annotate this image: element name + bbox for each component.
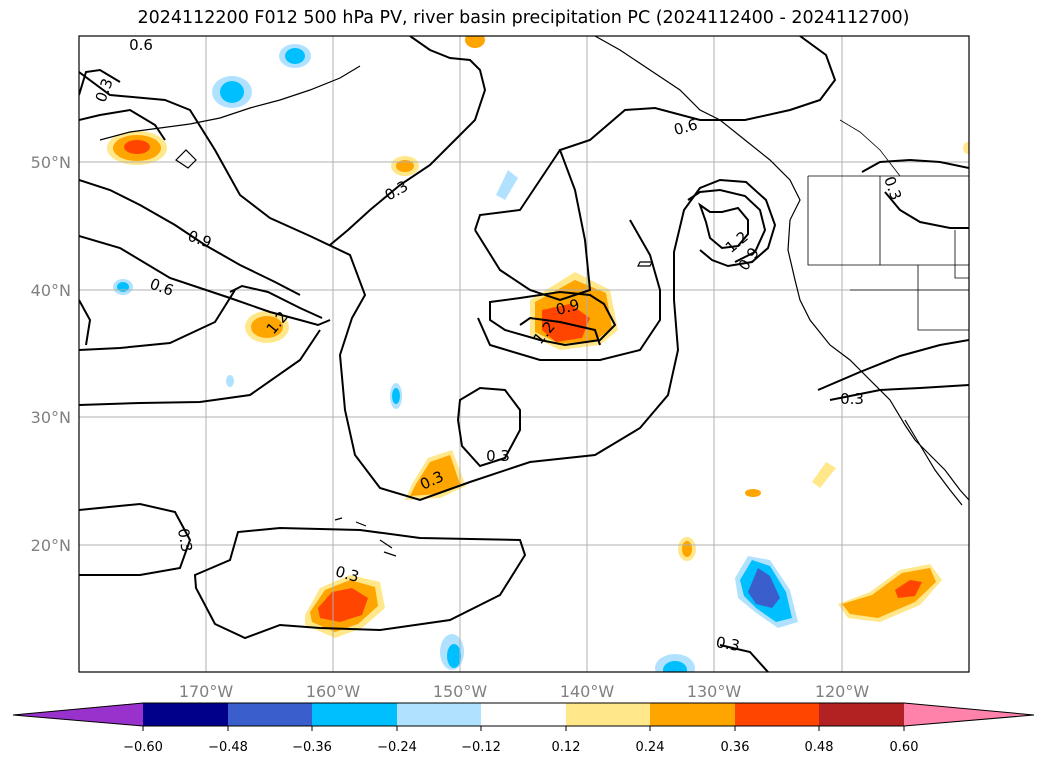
colorbar-tick-label: −0.48 <box>208 740 248 755</box>
lon-label-130w: 130°W <box>687 682 742 701</box>
colorbar-segment <box>650 703 735 726</box>
lon-label-160w: 160°W <box>306 682 361 701</box>
pv-label: 0.9 <box>554 295 582 319</box>
pv-label: 0.6 <box>129 36 153 54</box>
lat-label-40n: 40°N <box>31 281 71 300</box>
lat-label-20n: 20°N <box>31 536 71 555</box>
plot-frame <box>78 35 970 673</box>
lat-label-50n: 50°N <box>31 153 71 172</box>
pv-label: 0.3 <box>486 447 510 465</box>
colorbar-extend-low <box>13 703 143 726</box>
colorbar-tick-label: −0.24 <box>377 740 417 755</box>
lon-label-150w: 150°W <box>433 682 488 701</box>
colorbar-segment <box>143 703 228 726</box>
latitude-labels: 50°N 40°N 30°N 20°N <box>31 153 71 555</box>
shade-positive-2648 <box>405 450 466 500</box>
colorbar-extend-high <box>904 703 1034 726</box>
shade-positive-1618 <box>838 564 942 622</box>
borders <box>807 119 969 331</box>
shade-negative <box>113 44 798 672</box>
colorbar-segment <box>312 703 397 726</box>
lon-label-120w: 120°W <box>815 682 870 701</box>
colorbar-segment <box>566 703 650 726</box>
longitude-labels: 170°W 160°W 150°W 140°W 130°W 120°W <box>179 682 870 701</box>
map-title: 2024112200 F012 500 hPa PV, river basin … <box>137 8 910 28</box>
lat-label-30n: 30°N <box>31 408 71 427</box>
pv-label: 0.3 <box>840 390 864 408</box>
colorbar-tick-label: −0.12 <box>461 740 501 755</box>
shade-positive-1560 <box>305 575 385 638</box>
lon-label-170w: 170°W <box>179 682 234 701</box>
colorbar-tick-label: 0.36 <box>721 740 750 755</box>
lon-label-140w: 140°W <box>560 682 615 701</box>
pv-contours <box>79 36 969 672</box>
pv-label: 0.6 <box>672 115 700 139</box>
colorbar-segment <box>481 703 566 726</box>
colorbar-segment <box>735 703 819 726</box>
colorbar-segment <box>228 703 312 726</box>
coastlines <box>99 36 969 557</box>
colorbar-tick-label: 0.48 <box>805 740 834 755</box>
colorbar: −0.60 −0.48 −0.36 −0.24 −0.12 0.12 0.24 … <box>12 702 1035 755</box>
colorbar-tick-label: 0.60 <box>890 740 919 755</box>
shade-positive-5045 <box>107 131 167 165</box>
colorbar-segment <box>397 703 481 726</box>
shade-positive-3865 <box>245 311 289 343</box>
pv-label: 0.3 <box>715 633 742 655</box>
precip-shading <box>107 36 969 672</box>
shade-positive-small <box>465 36 969 561</box>
pv-label: 0.3 <box>333 562 361 586</box>
colorbar-tick-label: 0.24 <box>636 740 665 755</box>
colorbar-tick-marks <box>142 726 905 731</box>
colorbar-tick-label: −0.60 <box>123 740 163 755</box>
shade-positive-4855 <box>391 156 419 176</box>
colorbar-tick-label: 0.12 <box>552 740 581 755</box>
colorbar-tick-label: −0.36 <box>292 740 332 755</box>
colorbar-segment <box>819 703 904 726</box>
pv-label: 0.3 <box>174 527 196 554</box>
plot-area <box>79 36 969 672</box>
